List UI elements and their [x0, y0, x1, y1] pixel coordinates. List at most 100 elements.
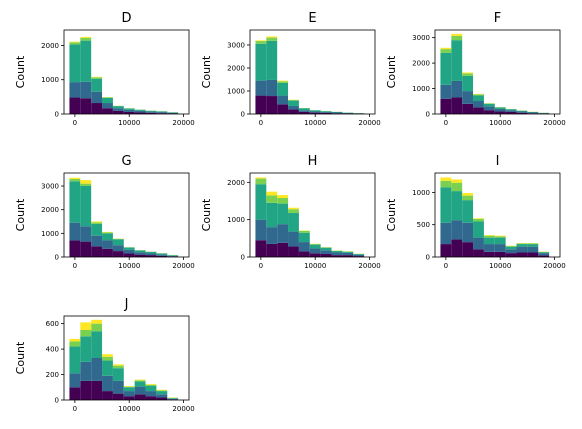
bar-f-s4-b2: [462, 72, 474, 74]
bar-g-s0-b8: [156, 255, 168, 257]
bar-e-s0-b7: [331, 113, 343, 114]
histogram-panel-h: 0 10000 20000 0 1000 2000 H Count: [200, 154, 381, 270]
bar-g-s2-b0: [69, 181, 81, 223]
bar-d-s0-b4: [112, 110, 124, 114]
bar-e-s2-b4: [298, 108, 310, 111]
y-tick-label: 1000: [227, 216, 245, 224]
bar-j-s0-b0: [69, 387, 81, 400]
histogram-panel-g: 0 10000 20000 0 1000 2000 3000 G Count: [14, 154, 195, 270]
y-axis-label: Count: [385, 55, 398, 88]
bar-h-s2-b5: [309, 244, 321, 249]
bar-e-s1-b3: [288, 105, 299, 110]
bar-e-s1-b6: [320, 111, 332, 113]
bar-d-s1-b2: [91, 91, 103, 104]
bar-h-s1-b8: [342, 252, 354, 256]
bar-j-s4-b3: [102, 354, 113, 357]
bar-j-s1-b2: [91, 358, 103, 381]
bar-j-s0-b3: [102, 391, 113, 400]
bar-g-s2-b8: [156, 253, 168, 255]
bar-f-s4-b3: [473, 93, 484, 95]
bar-h-s2-b2: [277, 203, 289, 225]
bar-i-s3-b8: [527, 243, 539, 245]
bar-i-s3-b1: [451, 182, 463, 192]
bar-e-s0-b0: [255, 95, 267, 114]
bar-g-s2-b2: [91, 223, 103, 236]
bar-h-s2-b8: [342, 251, 354, 253]
bar-d-s1-b6: [134, 110, 146, 113]
bar-j-s0-b7: [145, 396, 157, 400]
bar-h-s2-b9: [353, 254, 365, 255]
bar-h-s2-b7: [331, 251, 343, 253]
bar-j-s4-b0: [69, 338, 81, 342]
bar-i-s1-b8: [527, 246, 539, 253]
bar-g-s4-b0: [69, 177, 81, 179]
bar-d-s1-b5: [123, 109, 135, 112]
y-axis-label: Count: [14, 341, 27, 374]
bar-f-s2-b8: [527, 111, 539, 113]
bar-e-s2-b0: [255, 43, 267, 81]
panel-title: E: [308, 11, 316, 26]
bar-e-s2-b6: [320, 111, 332, 112]
bar-g-s0-b3: [102, 248, 113, 257]
bar-g-s2-b4: [112, 239, 124, 246]
bar-h-s0-b0: [255, 240, 267, 257]
bar-i-s0-b6: [505, 253, 517, 257]
bar-e-s0-b2: [277, 104, 289, 114]
bar-e-s1-b2: [277, 95, 289, 105]
bar-e-s2-b3: [288, 100, 299, 106]
x-tick-label: 10000: [489, 262, 511, 270]
bar-d-s0-b3: [102, 108, 113, 114]
bar-j-s3-b8: [156, 390, 168, 392]
bar-j-s3-b5: [123, 386, 135, 388]
bar-g-s1-b3: [102, 240, 113, 249]
bar-d-s2-b4: [112, 106, 124, 109]
bar-h-s4-b3: [288, 207, 299, 210]
bar-f-s3-b3: [473, 94, 484, 96]
bar-d-s2-b6: [134, 109, 146, 111]
x-tick-label: 10000: [118, 262, 140, 270]
bar-g-s3-b1: [80, 183, 92, 187]
x-tick-label: 0: [259, 262, 263, 270]
bar-h-s3-b3: [288, 209, 299, 213]
bar-f-s1-b4: [483, 106, 495, 111]
y-tick-label: 0: [55, 254, 59, 262]
axes-frame: [249, 172, 376, 258]
bar-i-s2-b6: [505, 246, 517, 250]
bar-g-s1-b6: [134, 252, 146, 255]
bar-j-s1-b3: [102, 375, 113, 392]
y-tick-label: 1000: [412, 189, 430, 197]
bar-d-s2-b3: [102, 97, 113, 104]
bar-g-s0-b4: [112, 251, 124, 257]
y-axis-label: Count: [200, 198, 213, 231]
bar-i-s3-b6: [505, 246, 517, 247]
bar-e-s1-b7: [331, 112, 343, 114]
bar-i-s1-b4: [483, 244, 495, 252]
bar-d-s1-b9: [167, 112, 179, 114]
bar-d-s2-b0: [69, 44, 81, 83]
bar-e-s2-b5: [309, 110, 321, 112]
bar-g-s3-b2: [91, 222, 103, 224]
bar-d-s0-b1: [80, 98, 92, 114]
y-tick-label: 3000: [227, 41, 245, 49]
bar-f-s1-b3: [473, 101, 484, 108]
bar-d-s2-b8: [156, 111, 168, 113]
bar-g-s2-b1: [80, 186, 92, 227]
bar-h-s1-b7: [331, 252, 343, 256]
bar-g-s2-b7: [145, 251, 157, 254]
bar-d-s2-b7: [145, 110, 157, 112]
bar-j-s0-b2: [91, 380, 103, 400]
bar-f-s1-b9: [538, 113, 550, 114]
bar-g-s1-b8: [156, 254, 168, 256]
bar-f-s2-b7: [516, 110, 528, 112]
bar-d-s0-b7: [145, 112, 157, 114]
bar-e-s1-b5: [309, 111, 321, 113]
bar-g-s3-b0: [69, 178, 81, 182]
y-tick-label: 2000: [412, 60, 430, 68]
bar-d-s1-b4: [112, 108, 124, 111]
bar-i-s4-b0: [440, 177, 452, 181]
bar-f-s0-b2: [462, 103, 474, 114]
bar-j-s3-b0: [69, 341, 81, 347]
bar-g-s3-b3: [102, 232, 113, 234]
bar-i-s2-b7: [516, 244, 528, 247]
